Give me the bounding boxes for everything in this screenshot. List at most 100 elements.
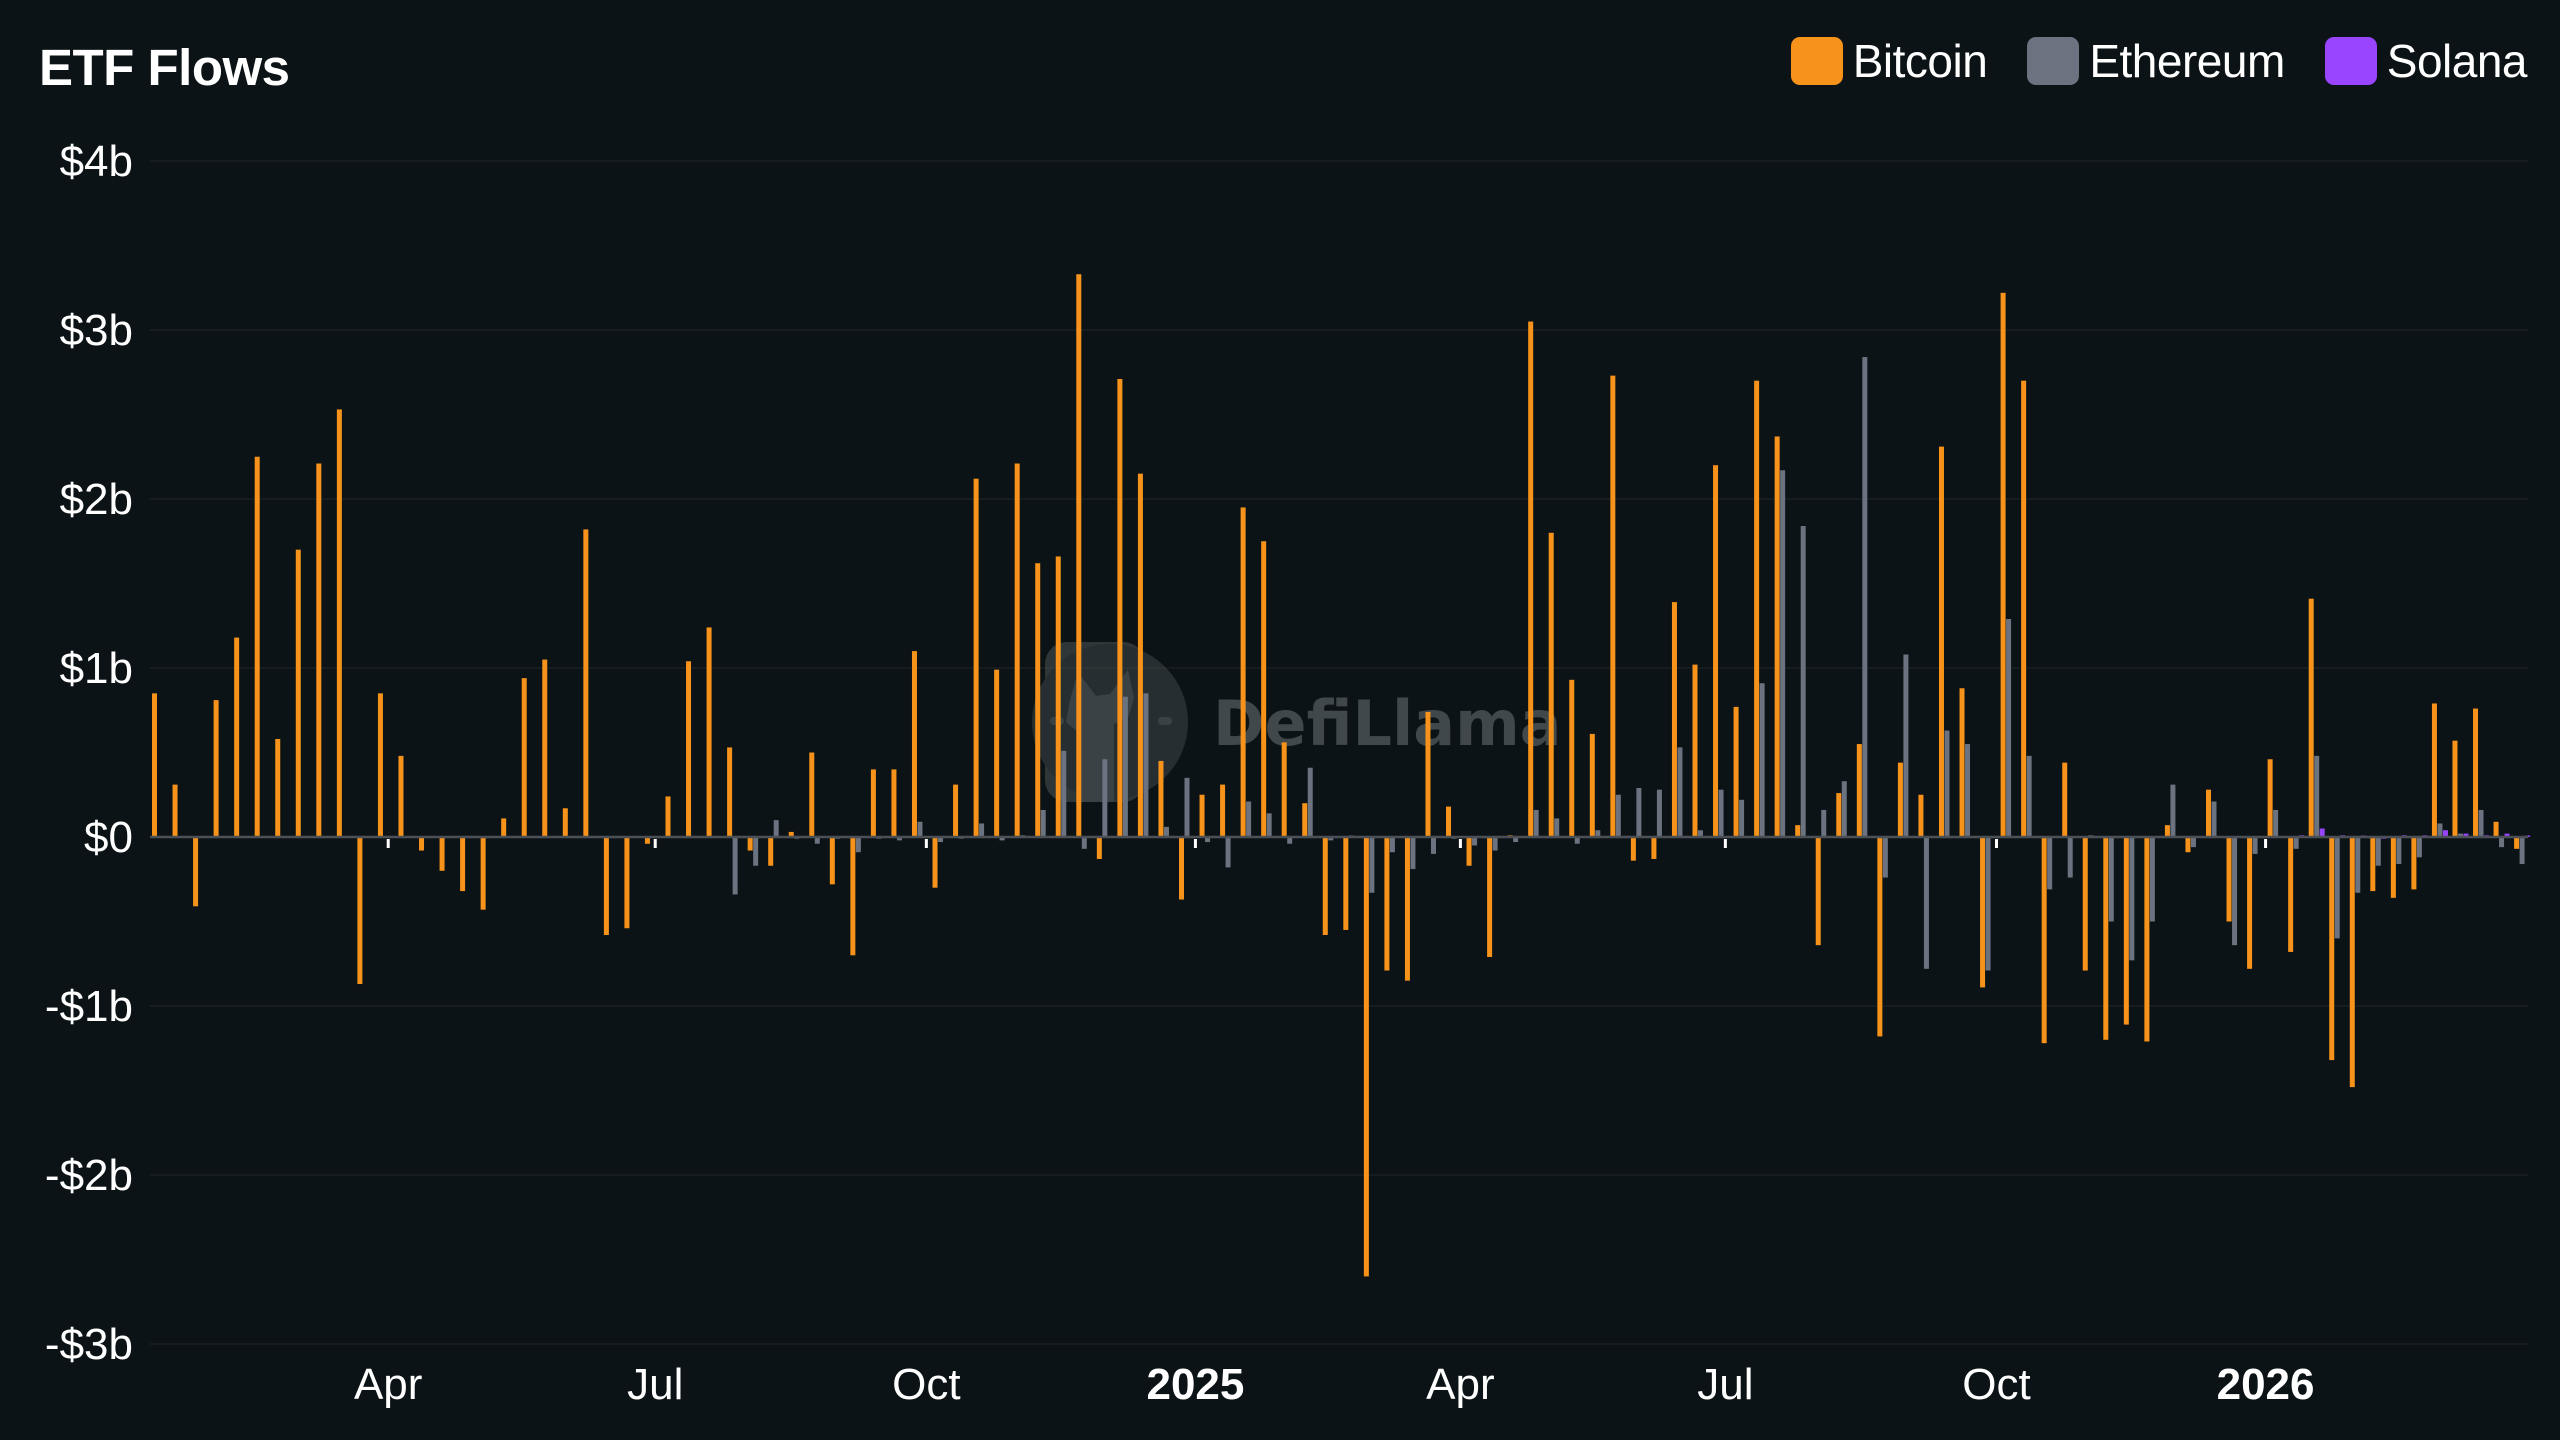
- bar-bitcoin[interactable]: [2452, 740, 2458, 837]
- bar-bitcoin[interactable]: [562, 808, 568, 837]
- bar-bitcoin[interactable]: [1035, 563, 1041, 837]
- bar-ethereum[interactable]: [1554, 818, 1560, 837]
- bar-bitcoin[interactable]: [1938, 446, 1944, 837]
- bar-bitcoin[interactable]: [1466, 837, 1472, 866]
- bar-ethereum[interactable]: [2375, 837, 2381, 866]
- bar-solana[interactable]: [2442, 830, 2448, 837]
- bar-ethereum[interactable]: [917, 821, 923, 837]
- bar-ethereum[interactable]: [2232, 837, 2238, 946]
- bar-bitcoin[interactable]: [583, 529, 589, 837]
- bar-bitcoin[interactable]: [788, 831, 794, 837]
- bar-ethereum[interactable]: [2252, 837, 2258, 854]
- bar-bitcoin[interactable]: [2144, 837, 2150, 1042]
- bar-solana[interactable]: [2504, 833, 2510, 837]
- bar-bitcoin[interactable]: [1261, 541, 1267, 837]
- bar-ethereum[interactable]: [999, 837, 1005, 841]
- bar-ethereum[interactable]: [2334, 837, 2340, 939]
- bar-ethereum[interactable]: [753, 837, 759, 866]
- bar-bitcoin[interactable]: [870, 769, 876, 837]
- bar-bitcoin[interactable]: [644, 837, 650, 844]
- bar-bitcoin[interactable]: [2082, 837, 2088, 971]
- bar-ethereum[interactable]: [2273, 809, 2279, 837]
- bar-bitcoin[interactable]: [2473, 708, 2479, 837]
- bar-ethereum[interactable]: [1328, 837, 1334, 841]
- legend-item-bitcoin[interactable]: Bitcoin: [1790, 34, 1988, 88]
- bar-bitcoin[interactable]: [172, 784, 178, 837]
- bar-ethereum[interactable]: [1718, 789, 1724, 837]
- legend-item-ethereum[interactable]: Ethereum: [2027, 34, 2285, 88]
- bar-ethereum[interactable]: [1143, 693, 1149, 837]
- bar-ethereum[interactable]: [2108, 837, 2114, 922]
- bar-bitcoin[interactable]: [1589, 733, 1595, 837]
- bar-ethereum[interactable]: [979, 823, 985, 837]
- bar-ethereum[interactable]: [1225, 837, 1231, 868]
- bar-bitcoin[interactable]: [1240, 507, 1246, 837]
- bar-ethereum[interactable]: [2170, 784, 2176, 837]
- bar-bitcoin[interactable]: [213, 700, 219, 837]
- bar-ethereum[interactable]: [732, 837, 738, 895]
- bar-bitcoin[interactable]: [1754, 380, 1760, 837]
- bar-bitcoin[interactable]: [1630, 837, 1636, 861]
- bar-bitcoin[interactable]: [994, 669, 1000, 837]
- bar-ethereum[interactable]: [1615, 794, 1621, 837]
- bar-ethereum[interactable]: [2314, 755, 2320, 837]
- bar-bitcoin[interactable]: [1651, 837, 1657, 859]
- bar-bitcoin[interactable]: [1795, 825, 1801, 837]
- bar-ethereum[interactable]: [1163, 826, 1169, 837]
- bar-ethereum[interactable]: [1739, 799, 1745, 837]
- bar-bitcoin[interactable]: [1610, 375, 1616, 837]
- bar-bitcoin[interactable]: [1404, 837, 1410, 981]
- bar-bitcoin[interactable]: [357, 837, 363, 985]
- bar-bitcoin[interactable]: [2288, 837, 2294, 952]
- bar-bitcoin[interactable]: [2103, 837, 2109, 1040]
- bar-bitcoin[interactable]: [1836, 793, 1842, 837]
- bar-bitcoin[interactable]: [2493, 821, 2499, 837]
- bar-bitcoin[interactable]: [2247, 837, 2253, 969]
- bar-bitcoin[interactable]: [891, 769, 897, 837]
- bar-ethereum[interactable]: [1081, 837, 1087, 849]
- bar-bitcoin[interactable]: [2329, 837, 2335, 1061]
- bar-bitcoin[interactable]: [1569, 679, 1575, 837]
- bar-bitcoin[interactable]: [973, 478, 979, 837]
- bar-bitcoin[interactable]: [829, 837, 835, 885]
- bar-ethereum[interactable]: [1574, 837, 1580, 844]
- bar-bitcoin[interactable]: [1487, 837, 1493, 957]
- bar-bitcoin[interactable]: [2370, 837, 2376, 892]
- bar-bitcoin[interactable]: [686, 661, 692, 837]
- bar-bitcoin[interactable]: [2431, 703, 2437, 837]
- bar-bitcoin[interactable]: [2062, 762, 2068, 837]
- bar-bitcoin[interactable]: [1528, 321, 1534, 837]
- bar-bitcoin[interactable]: [727, 747, 733, 837]
- bar-bitcoin[interactable]: [2164, 825, 2170, 837]
- bar-bitcoin[interactable]: [1384, 837, 1390, 971]
- bar-ethereum[interactable]: [2478, 809, 2484, 837]
- bar-ethereum[interactable]: [2047, 837, 2053, 890]
- bar-ethereum[interactable]: [1410, 837, 1416, 870]
- bar-bitcoin[interactable]: [1733, 706, 1739, 837]
- bar-bitcoin[interactable]: [1281, 742, 1287, 837]
- bar-bitcoin[interactable]: [1671, 602, 1677, 837]
- bar-ethereum[interactable]: [2129, 837, 2135, 961]
- bar-bitcoin[interactable]: [419, 837, 425, 851]
- bar-ethereum[interactable]: [1841, 781, 1847, 837]
- bar-ethereum[interactable]: [773, 820, 779, 837]
- bar-bitcoin[interactable]: [439, 837, 445, 871]
- bar-ethereum[interactable]: [1205, 837, 1211, 843]
- bar-bitcoin[interactable]: [1117, 379, 1123, 837]
- bar-bitcoin[interactable]: [1877, 837, 1883, 1037]
- bar-bitcoin[interactable]: [480, 837, 486, 910]
- bar-ethereum[interactable]: [2149, 837, 2155, 922]
- bar-bitcoin[interactable]: [2041, 837, 2047, 1044]
- bar-bitcoin[interactable]: [1959, 688, 1965, 837]
- bar-bitcoin[interactable]: [953, 784, 959, 837]
- bar-ethereum[interactable]: [1287, 837, 1293, 844]
- bar-bitcoin[interactable]: [2021, 380, 2027, 837]
- bar-ethereum[interactable]: [2067, 837, 2073, 878]
- bar-bitcoin[interactable]: [460, 837, 466, 892]
- bar-bitcoin[interactable]: [193, 837, 199, 907]
- bar-bitcoin[interactable]: [521, 678, 527, 837]
- bar-ethereum[interactable]: [2396, 837, 2402, 865]
- bar-bitcoin[interactable]: [665, 796, 671, 837]
- legend-item-solana[interactable]: Solana: [2324, 34, 2528, 88]
